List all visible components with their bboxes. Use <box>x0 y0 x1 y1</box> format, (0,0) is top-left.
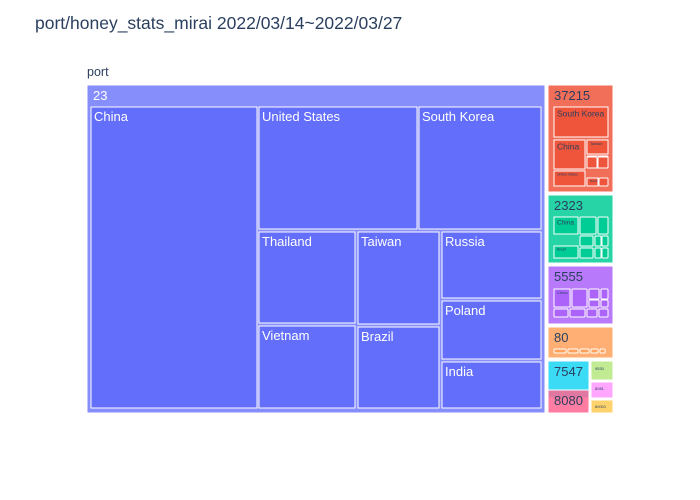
sub-tile[interactable] <box>588 299 600 308</box>
country-tile[interactable] <box>586 139 609 155</box>
sub-tile[interactable] <box>579 216 597 235</box>
port-label: 7547 <box>554 364 583 379</box>
country-label: Russia <box>445 234 486 249</box>
sub-tile[interactable] <box>600 299 609 308</box>
port-label: 2323 <box>554 198 583 213</box>
country-label: Poland <box>445 303 485 318</box>
sub-tile[interactable] <box>601 247 609 259</box>
port-tile-8080[interactable] <box>547 389 590 414</box>
country-label: China <box>557 290 568 295</box>
country-label: United States <box>557 173 578 177</box>
country-tile[interactable] <box>90 106 258 409</box>
sub-tile[interactable] <box>571 288 588 308</box>
country-tile[interactable] <box>357 326 440 409</box>
port-tile-60001[interactable] <box>590 399 614 414</box>
country-tile[interactable] <box>553 170 586 187</box>
sub-tile[interactable] <box>588 288 600 300</box>
country-label: India <box>445 364 474 379</box>
sub-tile[interactable] <box>590 348 599 354</box>
country-tile[interactable] <box>553 216 579 235</box>
sub-tile[interactable] <box>579 235 594 247</box>
country-tile[interactable] <box>258 106 418 230</box>
country-label: Brazil <box>590 179 598 183</box>
country-label: South Korea <box>557 109 605 119</box>
port-label: 37215 <box>554 88 590 103</box>
port-label: 5555 <box>554 269 583 284</box>
port-label: 9530 <box>595 366 605 371</box>
port-tile-8081[interactable] <box>590 381 614 399</box>
country-tile[interactable] <box>553 245 579 259</box>
sub-tile[interactable] <box>553 308 569 318</box>
country-tile[interactable] <box>553 106 609 138</box>
chart-title: port/honey_stats_mirai 2022/03/14~2022/0… <box>35 13 403 33</box>
sub-tile[interactable] <box>597 156 609 169</box>
sub-tile[interactable] <box>567 348 579 354</box>
country-tile[interactable] <box>441 361 542 409</box>
sub-tile[interactable] <box>598 308 609 318</box>
country-label: Brazil <box>557 248 566 252</box>
country-label: China <box>557 142 579 152</box>
country-tile[interactable] <box>418 106 542 230</box>
country-tile[interactable] <box>586 177 599 187</box>
sub-tile[interactable] <box>579 247 594 259</box>
country-tile[interactable] <box>441 300 542 360</box>
sub-tile[interactable] <box>594 247 602 259</box>
country-label: United States <box>262 109 341 124</box>
sub-tile[interactable] <box>594 235 602 247</box>
port-label: 60001 <box>595 404 607 409</box>
sub-tile[interactable] <box>600 288 609 300</box>
port-label: 23 <box>93 88 107 103</box>
country-label: South Korea <box>422 109 495 124</box>
country-tile[interactable] <box>553 139 586 170</box>
country-label: China <box>557 220 574 227</box>
country-label: Brazil <box>361 329 394 344</box>
port-label: 80 <box>554 330 568 345</box>
sub-tile[interactable] <box>553 348 567 354</box>
treemap-root-label: port <box>87 65 109 79</box>
sub-tile[interactable] <box>598 177 609 187</box>
country-tile[interactable] <box>258 325 356 409</box>
sub-tile[interactable] <box>586 308 598 318</box>
country-label: Vietnam <box>262 328 309 343</box>
sub-tile[interactable] <box>599 348 606 354</box>
port-tile-9530[interactable] <box>590 360 614 381</box>
country-label: Taiwan <box>590 141 602 146</box>
port-label: 8080 <box>554 393 583 408</box>
country-label: Thailand <box>262 234 312 249</box>
country-label: Taiwan <box>361 234 401 249</box>
sub-tile[interactable] <box>579 348 590 354</box>
country-tile[interactable] <box>258 231 356 324</box>
port-label: 8081 <box>595 386 605 391</box>
sub-tile[interactable] <box>597 216 609 235</box>
country-tile[interactable] <box>553 288 571 308</box>
country-tile[interactable] <box>357 231 440 325</box>
country-tile[interactable] <box>441 231 542 299</box>
country-label: China <box>94 109 129 124</box>
sub-tile[interactable] <box>601 235 609 247</box>
sub-tile[interactable] <box>586 156 598 169</box>
sub-tile[interactable] <box>569 308 586 318</box>
